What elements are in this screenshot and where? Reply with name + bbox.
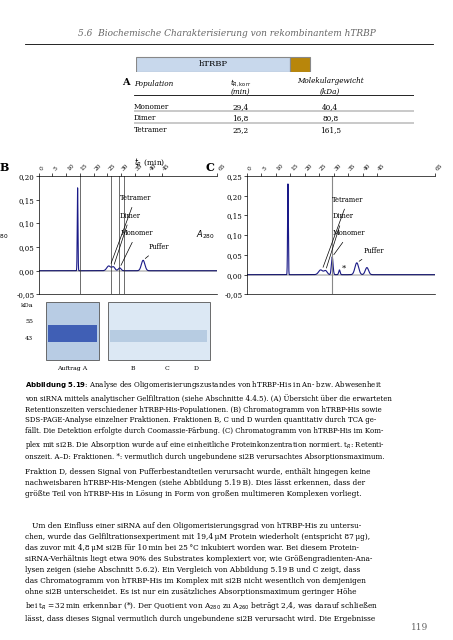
Text: 80,8: 80,8 [322, 114, 338, 122]
Text: Monomer: Monomer [134, 102, 169, 111]
Text: A: A [77, 307, 82, 311]
Text: 161,5: 161,5 [320, 126, 341, 134]
Text: Tetramer: Tetramer [111, 194, 151, 264]
Text: *: * [342, 264, 346, 273]
Text: $A_{280}$: $A_{280}$ [0, 229, 9, 241]
Text: D: D [193, 366, 198, 371]
Text: Tetramer: Tetramer [323, 196, 364, 268]
Text: Monomer: Monomer [120, 229, 153, 266]
Text: 5.6  Biochemische Charakterisierung von rekombinantem hTRBP: 5.6 Biochemische Charakterisierung von r… [77, 29, 376, 38]
Text: $A_{280}$: $A_{280}$ [196, 229, 215, 241]
Bar [46, 302, 99, 360]
Text: 119: 119 [411, 623, 428, 632]
Text: 43: 43 [25, 336, 33, 341]
Text: 55: 55 [25, 319, 33, 324]
Bar [48, 325, 96, 342]
Text: B: B [0, 162, 9, 173]
Text: Dimer: Dimer [134, 114, 156, 122]
Text: Auftrag A: Auftrag A [58, 366, 87, 371]
Text: Puffer: Puffer [145, 243, 169, 259]
Text: Dimer: Dimer [114, 211, 141, 264]
Text: Population: Population [134, 79, 173, 88]
Bar [108, 302, 210, 360]
Text: 25,2: 25,2 [232, 126, 248, 134]
Text: Monomer: Monomer [333, 229, 366, 255]
Text: $t_R$ (min): $t_R$ (min) [134, 156, 165, 168]
Text: C: C [116, 307, 121, 311]
Text: Puffer: Puffer [359, 247, 385, 261]
Text: B: B [131, 366, 135, 371]
Bar [110, 330, 207, 342]
Text: A: A [122, 78, 130, 87]
Text: B: B [109, 307, 114, 311]
Text: $\mathbf{Abbildung\ 5.19}$: Analyse des Oligomerisierungszustandes von hTRBP-His: $\mathbf{Abbildung\ 5.19}$: Analyse des … [25, 379, 392, 461]
Text: kDa: kDa [21, 303, 33, 308]
Text: (min): (min) [231, 88, 250, 96]
Text: Tetramer: Tetramer [134, 126, 167, 134]
Text: 16,8: 16,8 [232, 114, 249, 122]
Bar [136, 57, 290, 72]
Text: hTRBP: hTRBP [198, 60, 227, 68]
Text: Dimer: Dimer [327, 212, 353, 268]
Text: C: C [206, 162, 214, 173]
Text: Molekulargewicht: Molekulargewicht [297, 77, 364, 84]
Text: Fraktion D, dessen Signal von Pufferbestandteilen verursacht wurde, enthält hing: Fraktion D, dessen Signal von Pufferbest… [25, 468, 371, 499]
Text: Um den Einfluss einer siRNA auf den Oligomerisierungsgrad von hTRBP-His zu unter: Um den Einfluss einer siRNA auf den Olig… [25, 522, 378, 623]
Text: 29,4: 29,4 [232, 102, 248, 111]
Text: (kDa): (kDa) [320, 88, 340, 96]
Text: C: C [165, 366, 170, 371]
Text: 40,4: 40,4 [322, 102, 338, 111]
Bar [290, 57, 310, 72]
Text: D: D [122, 307, 127, 311]
Text: $t_{R,\mathrm{korr}}$: $t_{R,\mathrm{korr}}$ [230, 77, 251, 88]
